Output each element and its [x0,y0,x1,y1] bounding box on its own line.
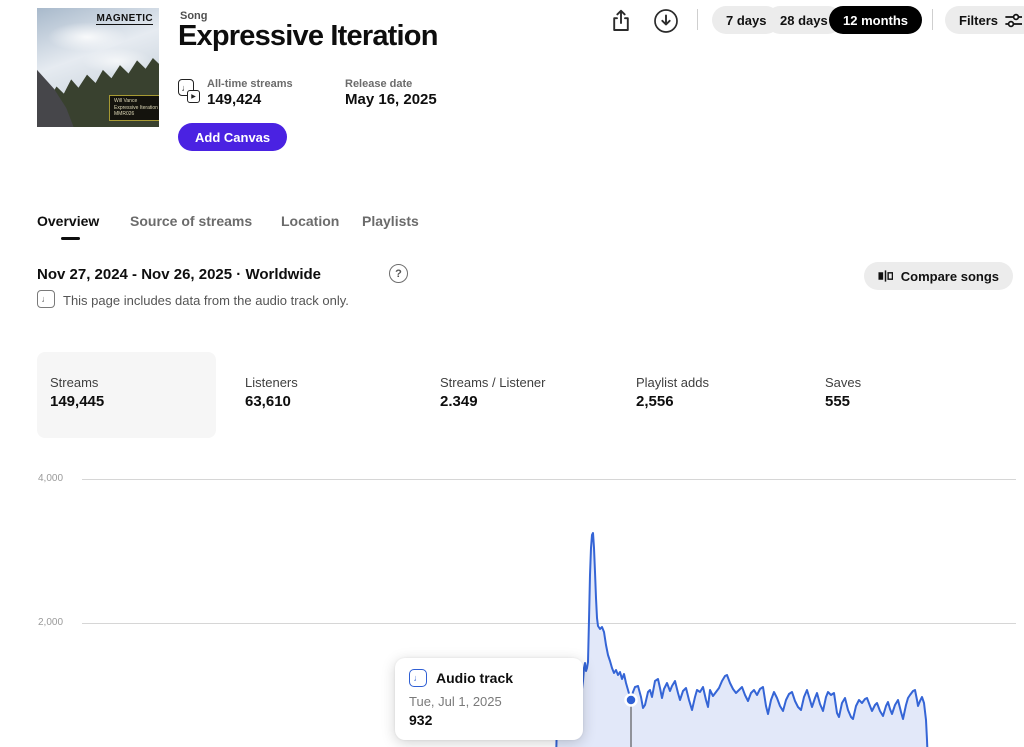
gridline-2000 [82,623,1016,624]
release-date-label: Release date [345,78,413,90]
share-button[interactable] [608,8,634,34]
stat-value: 2,556 [636,393,674,410]
all-time-streams-value: 149,424 [207,91,262,108]
tab-source-of-streams[interactable]: Source of streams [130,213,253,229]
toolbar-divider [697,9,698,30]
active-tab-underline [61,237,80,240]
toolbar-divider [932,9,933,30]
filters-label: Filters [959,12,999,28]
release-date-value: May 16, 2025 [345,91,437,108]
stat-card-listeners[interactable]: Listeners 63,610 [232,352,412,438]
stat-label: Listeners [245,375,298,390]
stat-card-streams-per-listener[interactable]: Streams / Listener 2.349 [427,352,607,438]
all-time-streams-icon: ♩ ▶ [178,79,206,109]
tab-location[interactable]: Location [281,213,340,229]
album-credit-artist: Will Vance [114,97,138,104]
audio-track-note-icon: ♩ [37,290,55,308]
download-button[interactable] [653,8,679,34]
chart-area [556,533,928,747]
page-title: Expressive Iteration [178,20,438,52]
filters-button[interactable]: Filters [945,6,1024,34]
hover-point-dot [624,693,638,707]
tooltip-date: Tue, Jul 1, 2025 [409,694,502,709]
stat-value: 2.349 [440,393,478,410]
stat-card-playlist-adds[interactable]: Playlist adds 2,556 [623,352,798,438]
y-axis-tick-2000: 2,000 [38,617,64,628]
sliders-icon [1005,13,1023,27]
stat-label: Streams [50,375,99,390]
stat-card-saves[interactable]: Saves 555 [812,352,962,438]
album-art: MAGNETIC Will Vance Expressive Iteration… [37,8,159,127]
date-range-heading: Nov 27, 2024 - Nov 26, 2025 · Worldwide [37,266,322,283]
stat-label: Saves [825,375,862,390]
compare-songs-label: Compare songs [900,268,999,284]
download-icon [654,9,678,33]
album-credit-box: Will Vance Expressive Iteration MMR026 [109,94,159,121]
stat-value: 149,445 [50,393,105,410]
audio-track-note-text: This page includes data from the audio t… [63,293,349,308]
tooltip-series-title: Audio track [436,670,514,686]
stat-label: Streams / Listener [440,375,546,390]
play-icon: ▶ [187,90,200,103]
chart-line [555,532,929,747]
compare-icon [878,270,893,282]
range-button-28-days[interactable]: 28 days [766,6,842,34]
tooltip-value: 932 [409,712,433,728]
album-credit-title: Expressive Iteration [114,104,158,111]
tab-playlists[interactable]: Playlists [362,213,419,229]
entity-type-label: Song [180,10,208,22]
all-time-streams-label: All-time streams [207,78,293,90]
stat-label: Playlist adds [636,375,709,390]
compare-songs-button[interactable]: Compare songs [863,262,1013,290]
album-art-cloud [47,22,127,52]
stat-card-streams[interactable]: Streams 149,445 [37,352,216,438]
help-icon[interactable]: ? [389,264,408,283]
album-label-logo: MAGNETIC [96,13,153,25]
tab-overview[interactable]: Overview [37,213,100,229]
stat-value: 555 [825,393,851,410]
stat-value: 63,610 [245,393,291,410]
audio-track-note-icon-blue: ♩ [409,669,427,687]
chart-tooltip: ♩ Audio track Tue, Jul 1, 2025 932 [395,658,583,740]
album-credit-catalog: MMR026 [114,111,135,118]
share-icon [613,9,629,31]
gridline-4000 [82,479,1016,480]
add-canvas-button[interactable]: Add Canvas [178,123,288,151]
y-axis-tick-4000: 4,000 [38,473,64,484]
range-button-12-months[interactable]: 12 months [829,6,923,34]
